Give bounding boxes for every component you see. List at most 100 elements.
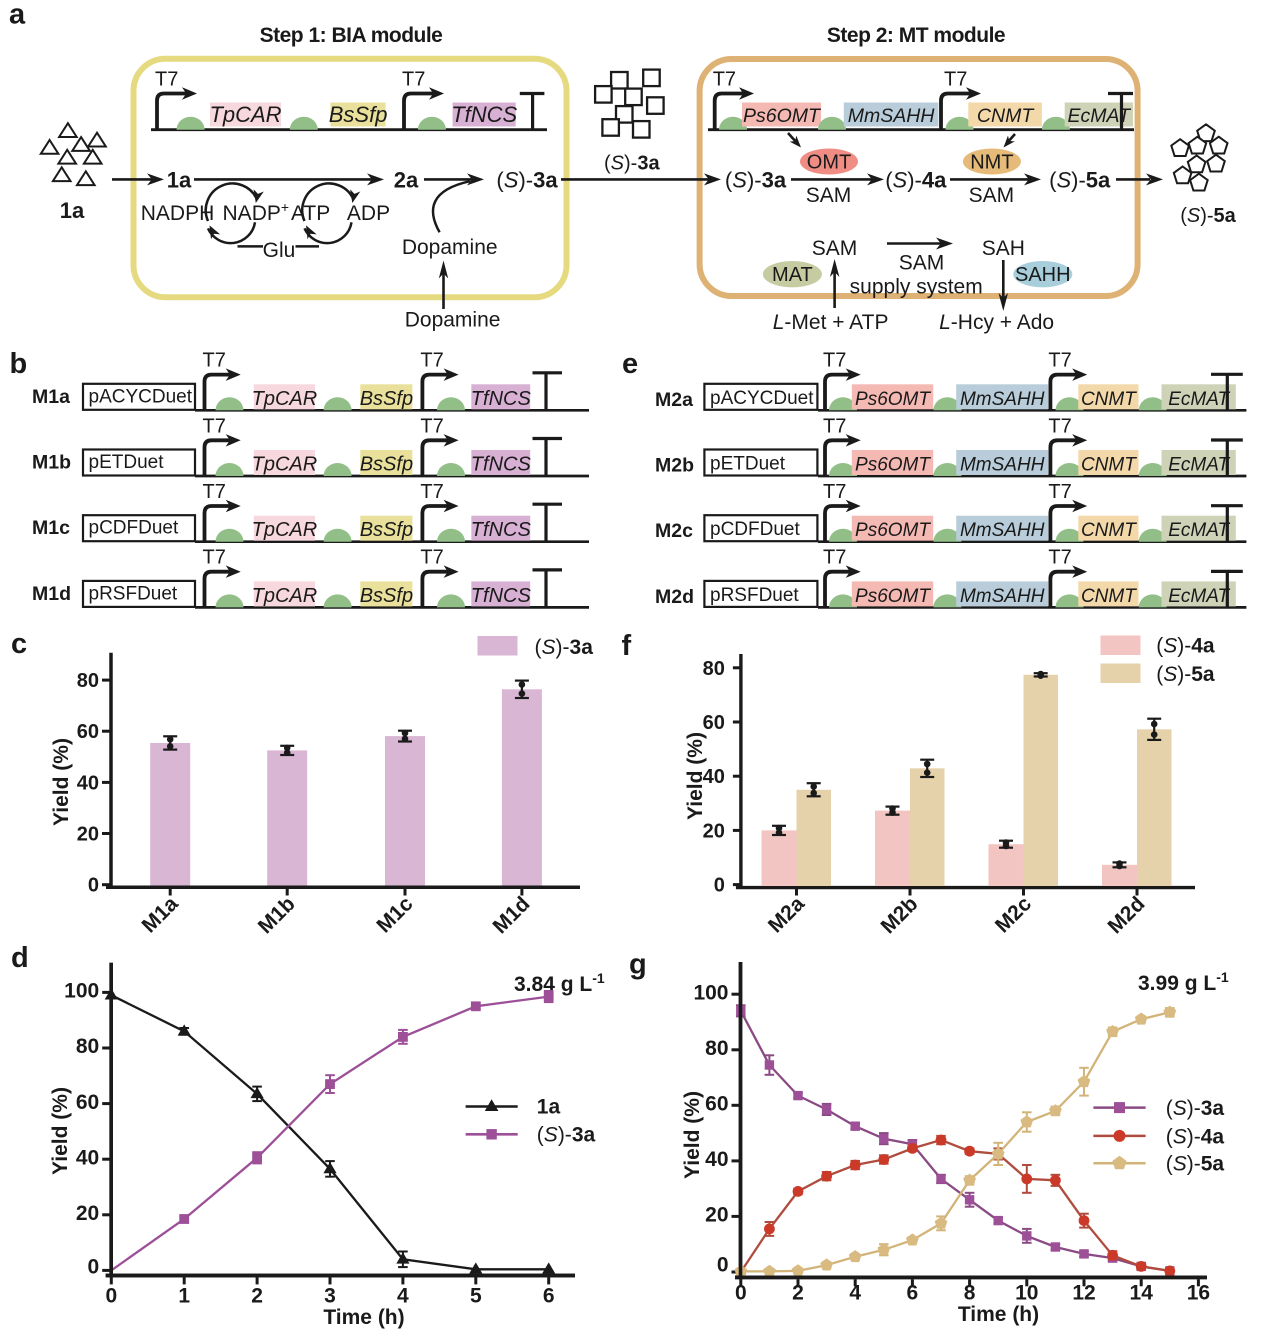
svg-text:supply system: supply system [850,276,983,299]
svg-text:3.84 g L-1: 3.84 g L-1 [514,970,605,996]
svg-text:80: 80 [76,1035,99,1058]
svg-text:c: c [11,628,27,660]
svg-text:TfNCS: TfNCS [471,519,532,541]
svg-text:4: 4 [849,1282,861,1305]
svg-text:Yield (%): Yield (%) [49,1087,72,1175]
svg-text:T7: T7 [402,69,425,91]
svg-text:0: 0 [88,1256,100,1279]
svg-text:Ps6OMT: Ps6OMT [855,389,931,410]
svg-text:g: g [629,949,647,981]
svg-text:pRSFDuet: pRSFDuet [710,585,799,606]
svg-text:(S)-5a: (S)-5a [1166,1153,1225,1176]
svg-text:ADP: ADP [347,202,390,225]
svg-text:0: 0 [88,875,99,897]
svg-text:CNMT: CNMT [1081,520,1137,541]
svg-text:M1d: M1d [32,583,71,605]
svg-text:TpCAR: TpCAR [252,519,318,541]
svg-text:M1c: M1c [32,517,70,539]
svg-text:60: 60 [76,1091,99,1114]
svg-text:Yield (%): Yield (%) [50,738,73,826]
svg-text:(S)-5a: (S)-5a [1049,168,1111,193]
svg-text:6: 6 [543,1285,555,1308]
svg-text:EcMAT: EcMAT [1068,105,1133,127]
svg-text:Yield (%): Yield (%) [684,732,707,820]
svg-text:M2b: M2b [655,455,694,477]
svg-text:(S)-3a: (S)-3a [535,636,594,659]
svg-text:60: 60 [77,721,99,743]
svg-text:8: 8 [964,1282,976,1305]
svg-text:1: 1 [178,1285,190,1308]
svg-text:EcMAT: EcMAT [1168,586,1230,607]
svg-text:TpCAR: TpCAR [252,454,318,476]
svg-text:TpCAR: TpCAR [209,102,281,127]
svg-text:Step 2: MT module: Step 2: MT module [827,24,1005,47]
svg-text:BsSfp: BsSfp [360,454,413,476]
svg-text:100: 100 [64,980,99,1003]
svg-text:T7: T7 [823,481,846,503]
svg-text:(S)-4a: (S)-4a [885,168,947,193]
svg-text:pETDuet: pETDuet [89,452,165,473]
svg-text:pCDFDuet: pCDFDuet [710,519,800,540]
svg-text:NADP+: NADP+ [223,199,290,225]
svg-text:MAT: MAT [772,264,813,286]
svg-text:16: 16 [1187,1282,1210,1305]
svg-text:T7: T7 [823,415,846,437]
svg-text:2: 2 [251,1285,263,1308]
svg-text:pRSFDuet: pRSFDuet [89,583,178,604]
svg-text:T7: T7 [203,481,226,503]
svg-text:EcMAT: EcMAT [1168,520,1230,541]
svg-text:Ps6OMT: Ps6OMT [743,105,822,127]
svg-text:60: 60 [705,1093,728,1116]
svg-text:0: 0 [714,875,725,897]
svg-text:MmSAHH: MmSAHH [960,586,1045,607]
svg-text:T7: T7 [420,415,443,437]
svg-text:pACYCDuet: pACYCDuet [710,388,814,409]
svg-text:10: 10 [1015,1282,1038,1305]
svg-text:14: 14 [1130,1282,1154,1305]
svg-text:MmSAHH: MmSAHH [960,455,1045,476]
svg-text:T7: T7 [1048,481,1071,503]
svg-text:40: 40 [76,1146,99,1169]
svg-text:L-Met + ATP: L-Met + ATP [773,311,889,334]
svg-text:T7: T7 [203,547,226,569]
svg-text:(S)-4a: (S)-4a [1166,1125,1225,1148]
svg-text:T7: T7 [203,415,226,437]
svg-text:3.99 g L-1: 3.99 g L-1 [1138,969,1229,995]
svg-text:TpCAR: TpCAR [252,388,318,410]
svg-text:M2d: M2d [655,586,694,608]
svg-text:TfNCS: TfNCS [471,388,532,410]
svg-text:OMT: OMT [807,152,851,174]
svg-text:ATP: ATP [291,202,330,225]
svg-text:Dopamine: Dopamine [405,309,501,332]
svg-text:(S)-3a: (S)-3a [604,153,660,175]
svg-text:2a: 2a [394,168,419,193]
svg-text:20: 20 [705,1204,728,1227]
svg-text:6: 6 [907,1282,919,1305]
svg-text:SAHH: SAHH [1015,264,1071,286]
svg-text:f: f [622,630,632,662]
svg-text:T7: T7 [1048,415,1071,437]
svg-text:EcMAT: EcMAT [1168,389,1230,410]
svg-text:BsSfp: BsSfp [360,388,413,410]
svg-text:MmSAHH: MmSAHH [848,105,936,127]
svg-text:0: 0 [735,1282,747,1305]
svg-text:40: 40 [705,1148,728,1171]
svg-text:Yield (%): Yield (%) [681,1091,704,1179]
svg-text:T7: T7 [1048,350,1071,372]
svg-text:SAH: SAH [982,237,1025,260]
svg-text:TfNCS: TfNCS [451,102,517,127]
svg-text:M2a: M2a [655,389,693,411]
svg-text:BsSfp: BsSfp [360,585,413,607]
svg-text:a: a [9,0,26,31]
svg-text:(S)-3a: (S)-3a [496,168,558,193]
svg-text:Time (h): Time (h) [958,1303,1039,1326]
svg-text:(S)-3a: (S)-3a [537,1124,596,1147]
svg-text:SAM: SAM [969,184,1015,207]
svg-text:T7: T7 [420,547,443,569]
svg-text:EcMAT: EcMAT [1168,455,1230,476]
svg-text:5: 5 [470,1285,482,1308]
svg-text:SAM: SAM [806,184,852,207]
svg-text:M1a: M1a [32,386,70,408]
svg-text:CNMT: CNMT [1081,389,1137,410]
svg-text:L-Hcy + Ado: L-Hcy + Ado [939,311,1054,334]
